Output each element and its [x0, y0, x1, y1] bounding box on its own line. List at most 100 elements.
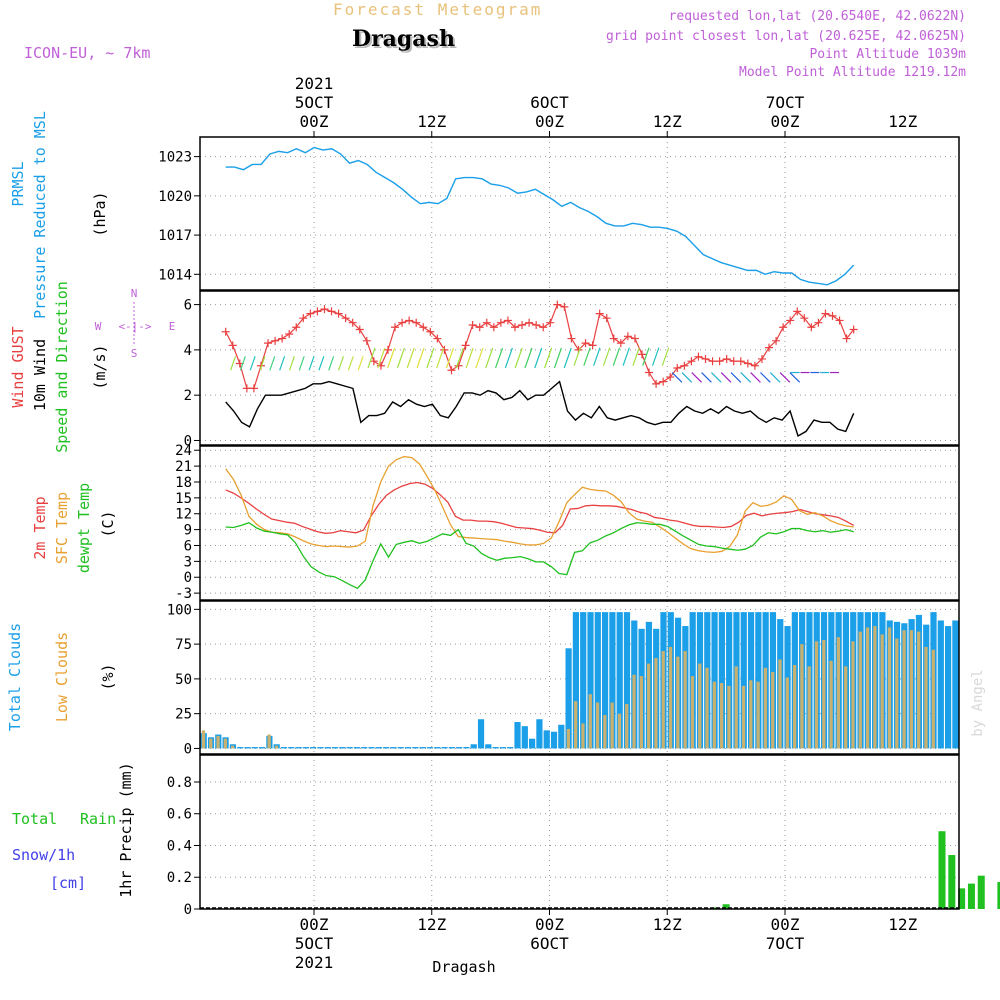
wind-direction-arrow [269, 356, 276, 371]
bar-total-clouds [346, 747, 353, 749]
gust-point-marker [581, 339, 590, 348]
gust-point-marker [306, 309, 315, 318]
gust-point-marker [630, 334, 639, 343]
bar-total-clouds [755, 612, 762, 749]
y-tick-label: 0.4 [167, 838, 192, 854]
gust-point-marker [673, 364, 682, 372]
bar-total-rain [948, 855, 956, 909]
gust-point-marker [743, 359, 752, 368]
bar-total-clouds [419, 747, 426, 749]
bar-low-clouds [676, 656, 680, 749]
gust-point-marker [503, 316, 512, 325]
bottom-axis-label: 6OCT [530, 934, 569, 953]
wind-direction-arrow [337, 356, 344, 371]
bar-low-clouds [829, 660, 833, 749]
gust-point-marker [242, 384, 251, 393]
bar-total-clouds [543, 730, 550, 749]
wind-direction-arrow [553, 347, 562, 369]
wind-direction-arrow [396, 347, 405, 369]
panel-frame-5 [199, 754, 960, 910]
bar-low-clouds [785, 677, 789, 749]
unit-ms: (m/s) [91, 344, 109, 389]
wind-direction-arrow [406, 347, 415, 369]
y-tick-label: 6 [184, 538, 192, 554]
bar-total-clouds [580, 612, 587, 749]
bar-total-clouds [601, 612, 609, 749]
gust-point-marker [800, 314, 809, 323]
bar-low-clouds [617, 713, 622, 749]
bar-total-clouds [237, 747, 244, 749]
wind-direction-arrow [298, 356, 305, 371]
wind-direction-arrow [563, 347, 572, 369]
gust-point-marker [701, 354, 710, 363]
location-title: Dragash [352, 26, 455, 52]
gust-point-marker [708, 357, 717, 366]
wind-direction-arrow [387, 347, 396, 369]
bar-low-clouds [719, 683, 724, 749]
bar-low-clouds [209, 738, 213, 749]
bar-total-clouds [558, 724, 565, 749]
top-axis-label: 7OCT [766, 93, 805, 112]
gust-point-marker [525, 318, 534, 327]
bar-total-clouds [404, 747, 412, 749]
label-wind-gust: Wind GUST [9, 326, 27, 407]
series-line-wind-gust [225, 303, 855, 389]
gust-point-marker [567, 334, 576, 343]
gust-point-marker [496, 318, 505, 327]
unit-celsius: (C) [99, 510, 117, 537]
gust-point-marker [419, 323, 428, 332]
y-tick-label: 0.6 [167, 807, 192, 823]
gust-point-marker [539, 323, 548, 332]
bar-total-clouds [572, 612, 580, 749]
bar-low-clouds [917, 631, 921, 749]
wind-direction-arrow [583, 347, 591, 366]
grid-point-coords: grid point closest lon,lat (20.625E, 42.… [605, 29, 966, 44]
bar-low-clouds [792, 664, 797, 749]
wind-direction-arrow [426, 347, 435, 369]
bar-total-clouds [317, 747, 324, 749]
y-tick-label: 1023 [158, 150, 192, 166]
bar-low-clouds [741, 685, 746, 749]
wind-direction-arrow [239, 356, 246, 371]
top-axis-label: 12Z [888, 112, 917, 131]
meteogram-title: Forecast Meteogram [333, 0, 543, 19]
y-tick-label: 25 [175, 707, 192, 723]
compass-east: E [169, 320, 176, 333]
wind-direction-arrow [357, 356, 364, 371]
gust-point-marker [609, 334, 618, 343]
y-tick-label: 0 [184, 570, 192, 586]
bar-total-clouds [521, 726, 528, 749]
top-axis-label: 12Z [653, 112, 682, 131]
wind-direction-arrow [436, 347, 445, 369]
bar-total-clouds [397, 747, 404, 749]
bar-total-clouds [390, 747, 397, 749]
bottom-axis-label: 2021 [295, 953, 334, 972]
wind-direction-arrow [328, 356, 335, 371]
bottom-axis-label: 12Z [888, 915, 917, 934]
gust-point-marker [341, 314, 350, 323]
bar-total-clouds [470, 744, 477, 749]
series-line-prmsl [225, 146, 855, 286]
bar-low-clouds [851, 641, 855, 749]
bar-total-clouds [251, 747, 258, 749]
wind-direction-arrow [377, 347, 386, 369]
bar-total-clouds [594, 612, 601, 749]
bar-total-rain [938, 831, 946, 909]
y-tick-label: 3 [184, 554, 192, 570]
gust-point-marker [828, 311, 837, 320]
bar-total-clouds [477, 719, 485, 749]
gust-point-marker [807, 323, 816, 332]
label-low-clouds: Low Clouds [53, 632, 71, 722]
bar-total-clouds [441, 747, 448, 749]
bar-total-clouds [258, 747, 266, 749]
gust-point-marker [271, 336, 280, 345]
wind-direction-arrow [602, 347, 611, 366]
gust-point-marker [221, 327, 230, 336]
wind-direction-arrow [730, 372, 742, 383]
gust-point-marker [412, 318, 421, 327]
bar-total-clouds [280, 747, 288, 749]
compass-arrows: <-|-> [118, 320, 151, 333]
gust-point-marker [264, 339, 273, 348]
gust-point-marker [391, 323, 400, 332]
bar-total-clouds [740, 612, 747, 749]
